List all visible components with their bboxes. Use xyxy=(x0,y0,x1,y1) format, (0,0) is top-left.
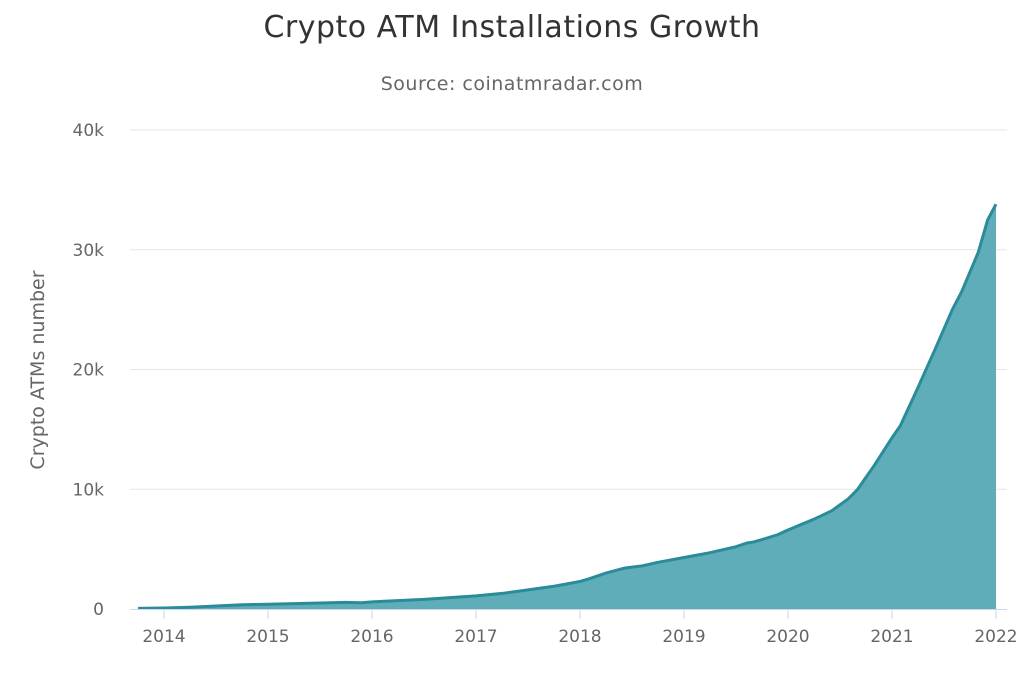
area-fill xyxy=(138,204,996,609)
series-line xyxy=(137,203,998,610)
y-tick-label: 30k xyxy=(73,241,105,261)
x-axis-ticks: 2014 2015 2016 2017 2018 2019 2020 2021 2022 xyxy=(142,609,1018,647)
y-axis-title: Crypto ATMs number xyxy=(27,270,49,469)
y-tick-label: 20k xyxy=(73,361,105,381)
x-tick-label: 2021 xyxy=(870,627,913,647)
x-tick-label: 2017 xyxy=(454,627,497,647)
grid-lines xyxy=(130,129,1007,490)
x-tick-label: 2020 xyxy=(766,627,809,647)
y-tick-label: 0 xyxy=(93,600,104,620)
x-tick-label: 2015 xyxy=(246,627,289,647)
x-tick-label: 2016 xyxy=(350,627,393,647)
chart-subtitle: Source: coinatmradar.com xyxy=(380,73,644,95)
y-axis-ticks: 0 10k 20k 30k 40k xyxy=(73,121,105,620)
x-tick-label: 2022 xyxy=(974,627,1017,647)
x-tick-label: 2018 xyxy=(558,627,601,647)
x-tick-label: 2019 xyxy=(662,627,705,647)
chart-title: Crypto ATM Installations Growth xyxy=(263,10,761,45)
y-tick-label: 10k xyxy=(73,480,105,500)
x-tick-label: 2014 xyxy=(142,627,185,647)
y-tick-label: 40k xyxy=(73,121,105,141)
